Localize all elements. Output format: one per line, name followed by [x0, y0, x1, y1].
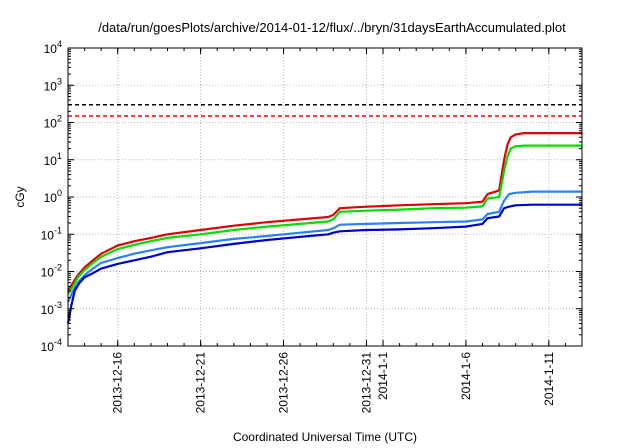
y-tick-label: 10-4 [41, 337, 62, 354]
y-tick-label: 101 [44, 151, 62, 168]
series-line-red [67, 132, 582, 292]
series-line-dark-blue [66, 203, 582, 324]
y-tick-label: 102 [44, 114, 62, 131]
x-tick-label: 2013-12-21 [194, 352, 208, 414]
series-group [66, 132, 582, 324]
y-tick-label: 10-3 [41, 300, 62, 317]
x-axis-label: Coordinated Universal Time (UTC) [233, 430, 417, 444]
chart-title: /data/run/goesPlots/archive/2014-01-12/f… [98, 20, 566, 35]
series-line-light-blue [66, 190, 582, 303]
x-tick-label: 2014-1-11 [542, 352, 556, 406]
y-axis-label: cGy [13, 186, 27, 207]
y-tick-label: 104 [44, 39, 62, 56]
x-axis: 2013-12-16 2013-12-21 2013-12-26 2013-12-31… [84, 48, 566, 414]
y-axis: 10-4 10-3 10-2 10-1 100 101 102 103 104 [41, 39, 582, 354]
y-tick-label: 100 [44, 188, 62, 205]
series-line-green [67, 144, 582, 295]
x-tick-label: 2013-12-31 [359, 352, 373, 414]
x-tick-label: 2013-12-16 [111, 352, 125, 414]
reference-lines [68, 103, 582, 117]
y-tick-label: 103 [44, 76, 62, 93]
y-tick-label: 10-2 [41, 263, 62, 280]
grid [68, 48, 582, 346]
plot-frame [67, 47, 583, 347]
y-tick-label: 10-1 [41, 225, 62, 242]
x-tick-label: 2013-12-26 [277, 352, 291, 414]
x-tick-label: 2014-1-6 [459, 352, 473, 400]
x-tick-label: 2014-1-1 [376, 352, 390, 400]
